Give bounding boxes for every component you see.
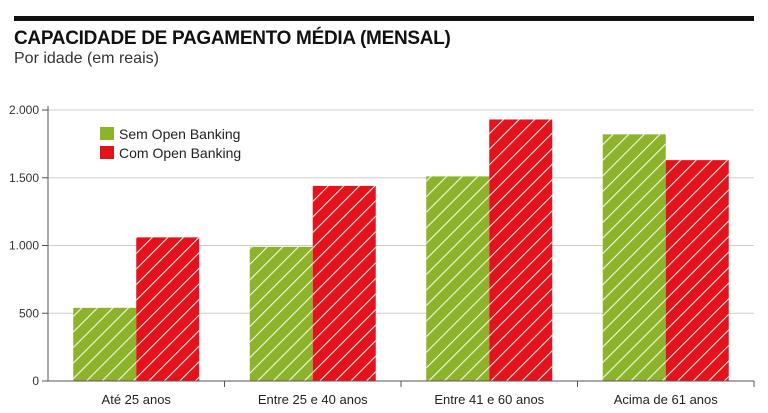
legend-swatch-sem-open-banking xyxy=(100,127,114,140)
bar-hatch-sem-open-banking xyxy=(73,307,137,381)
bar-hatch-sem-open-banking xyxy=(602,134,666,381)
legend-label-com-open-banking: Com Open Banking xyxy=(119,145,241,161)
bar-hatch-com-open-banking xyxy=(136,237,200,381)
y-tick-label: 500 xyxy=(19,306,39,320)
legend-label-sem-open-banking: Sem Open Banking xyxy=(119,126,240,142)
y-tick-label: 1.000 xyxy=(9,239,39,253)
x-tick-label: Entre 41 e 60 anos xyxy=(434,392,544,407)
top-rule xyxy=(14,16,754,21)
x-tick-label: Até 25 anos xyxy=(102,392,172,407)
bar-hatch-sem-open-banking xyxy=(249,246,313,381)
bars xyxy=(73,119,729,382)
x-tick-label: Entre 25 e 40 anos xyxy=(258,392,368,407)
x-tick-label: Acima de 61 anos xyxy=(614,392,719,407)
bar-hatch-com-open-banking xyxy=(489,119,553,382)
bar-hatch-com-open-banking xyxy=(665,160,729,381)
y-tick-label: 2.000 xyxy=(9,103,39,117)
legend-swatch-com-open-banking xyxy=(100,146,114,159)
legend: Sem Open Banking Com Open Banking xyxy=(100,126,241,161)
chart-subtitle: Por idade (em reais) xyxy=(14,50,159,67)
bar-hatch-com-open-banking xyxy=(312,185,376,381)
chart-title: CAPACIDADE DE PAGAMENTO MÉDIA (MENSAL) xyxy=(14,28,451,49)
y-tick-label: 1.500 xyxy=(9,171,39,185)
y-tick-label: 0 xyxy=(32,374,39,388)
axes: 0 500 1.000 1.500 2.000 Até 25 anos Entre 25 e… xyxy=(9,103,755,407)
bar-hatch-sem-open-banking xyxy=(426,176,490,381)
